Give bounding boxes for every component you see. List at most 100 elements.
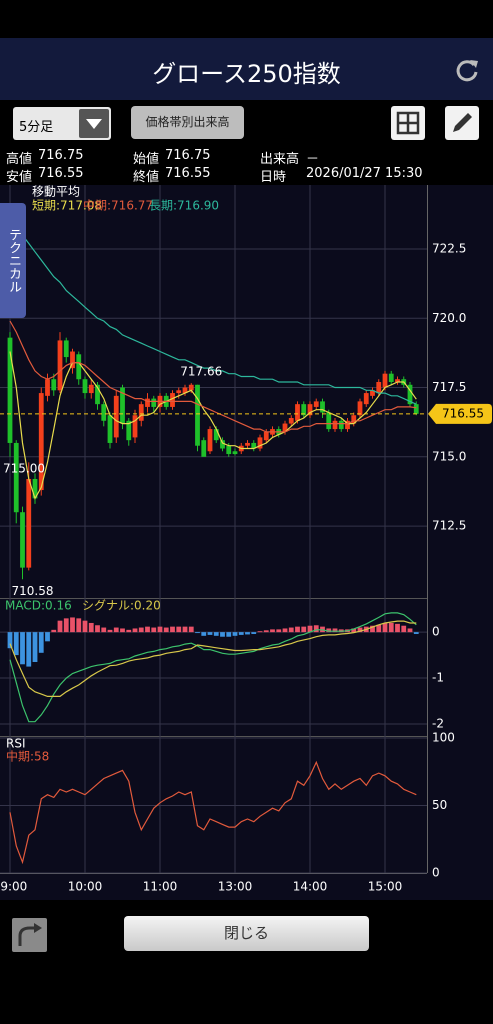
macd-histogram-bar (145, 626, 150, 633)
macd-histogram-bar (176, 626, 182, 633)
macd-histogram-bar (182, 626, 188, 633)
candle-body (82, 379, 88, 394)
technical-tab[interactable]: テクニカル (0, 203, 26, 318)
info-value: 716.55 (38, 166, 84, 181)
candle-body (407, 384, 413, 405)
candle-body (326, 412, 332, 430)
macd-histogram-bar (70, 617, 75, 633)
info-value: － (306, 152, 320, 167)
macd-histogram-bar (382, 622, 388, 633)
macd-histogram-bar (82, 620, 88, 633)
indicator-line (9, 218, 417, 405)
layout-button[interactable] (391, 106, 425, 140)
legend-entry: 短期:717.08 (32, 199, 102, 213)
x-tick-label: 11:00 (143, 880, 178, 894)
macd-histogram-bar (370, 625, 375, 633)
macd-histogram-bar (226, 632, 232, 637)
x-tick-label: 15:00 (368, 880, 403, 894)
candle-body (138, 404, 144, 421)
candle-body (351, 415, 357, 424)
candle-body (32, 478, 38, 499)
price-annotation: 717.66 (180, 365, 222, 379)
candle-body (76, 354, 82, 380)
candle-body (376, 381, 382, 394)
info-label: 安値 (6, 170, 33, 185)
screen-title: グロース250指数 (152, 60, 341, 88)
macd-histogram-bar (357, 627, 363, 633)
candle-body (57, 340, 63, 391)
macd-histogram-bar (101, 627, 107, 633)
macd-histogram-bar (51, 629, 57, 633)
macd-histogram-bar (276, 629, 282, 633)
candle-body (363, 393, 369, 405)
candle-body (282, 423, 288, 432)
macd-histogram-bar (13, 632, 19, 656)
candle-body (107, 415, 113, 443)
refresh-button[interactable] (454, 57, 480, 83)
macd-histogram-bar (151, 627, 157, 633)
macd-histogram-bar (332, 628, 338, 633)
candle-body (26, 478, 32, 568)
macd-histogram-bar (107, 629, 113, 633)
interval-text: 5分足 (19, 120, 54, 135)
candle-body (45, 379, 50, 396)
interval-dropdown[interactable]: 5分足 (13, 107, 111, 140)
candle-body (51, 379, 57, 391)
candle-body (245, 442, 250, 446)
x-tick-label: 13:00 (218, 880, 253, 894)
candle-body (226, 445, 232, 455)
macd-histogram-bar (126, 629, 132, 633)
macd-histogram-bar (326, 628, 332, 633)
macd-histogram-bar (288, 627, 294, 633)
header: グロース250指数 (0, 38, 493, 100)
macd-histogram-bar (138, 627, 144, 633)
macd-histogram-bar (401, 625, 407, 633)
macd-histogram-bar (395, 623, 400, 633)
candle-body (370, 390, 375, 396)
y-tick-label: 712.5 (432, 519, 466, 533)
dropdown-arrow (79, 109, 109, 138)
macd-histogram-bar (195, 632, 200, 634)
candle-body (201, 440, 207, 457)
candle-body (188, 384, 194, 391)
legend-entry: 中期:58 (6, 749, 49, 764)
back-icon[interactable] (12, 918, 47, 952)
candle-body (145, 398, 150, 407)
x-tick-label: 14:00 (293, 880, 328, 894)
info-label: 始値 (133, 152, 160, 167)
candle-body (170, 393, 175, 407)
candle-body (413, 404, 419, 414)
macd-histogram-bar (251, 632, 257, 634)
y-tick-label: 715.0 (432, 449, 466, 463)
candle-body (338, 420, 344, 430)
draw-button[interactable] (445, 106, 479, 140)
y-tick-label: 0 (432, 866, 440, 880)
info-value: 716.55 (165, 166, 211, 181)
y-tick-label: 720.0 (432, 311, 466, 325)
indicator-line (9, 320, 417, 433)
y-tick-label: -2 (432, 716, 444, 730)
macd-histogram-bar (88, 622, 94, 633)
y-tick-label: 0 (432, 625, 440, 639)
candle-body (101, 404, 107, 421)
y-tick-label: 717.5 (432, 380, 466, 394)
y-tick-label: -1 (432, 671, 444, 685)
close-button[interactable]: 閉じる (124, 916, 369, 951)
candle-body (20, 512, 25, 568)
info-label: 終値 (133, 170, 160, 185)
legend-entry: MACD:0.16 (5, 599, 72, 613)
volume-profile-button[interactable]: 価格帯別出来高 (131, 106, 244, 139)
panel-title: RSI (6, 737, 26, 751)
candle-body (307, 404, 313, 416)
price-tag (428, 403, 492, 424)
candle-body (388, 373, 394, 382)
macd-histogram-bar (7, 632, 13, 649)
macd-histogram-bar (282, 628, 288, 633)
macd-histogram-bar (201, 632, 207, 636)
candle-body (232, 451, 238, 455)
candle-body (295, 404, 300, 421)
candle-body (382, 373, 388, 388)
macd-histogram-bar (20, 632, 25, 665)
price-annotation: 715.00 (3, 461, 45, 475)
